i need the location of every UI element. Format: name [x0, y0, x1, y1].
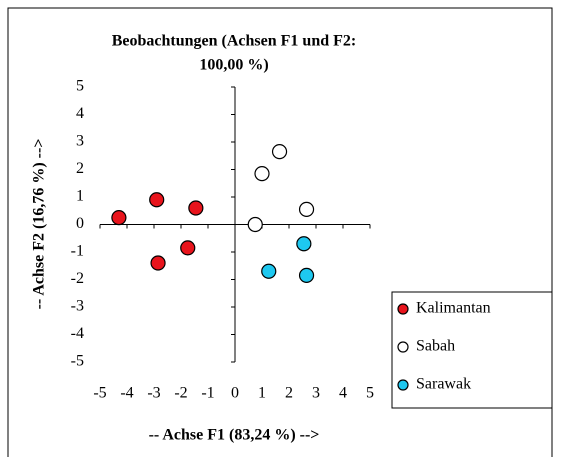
y-tick-label: -5 [71, 353, 84, 370]
legend-label: Sabah [416, 338, 455, 355]
point [261, 263, 277, 279]
y-tick-label: -1 [71, 243, 84, 260]
x-tick-label: -1 [201, 385, 214, 402]
y-tick-label: 2 [76, 160, 84, 177]
y-tick-label: 3 [76, 133, 84, 150]
point [180, 240, 196, 256]
point [149, 192, 165, 208]
x-tick-label: -5 [93, 385, 106, 402]
y-tick-label: 4 [76, 105, 84, 122]
y-tick-label: 5 [76, 78, 84, 95]
point [150, 255, 166, 271]
y-tick-label: 1 [76, 188, 84, 205]
point [296, 236, 312, 252]
x-tick-label: 2 [285, 385, 293, 402]
point [298, 201, 315, 217]
x-tick-label: 0 [231, 385, 239, 402]
y-tick-label: -2 [71, 270, 84, 287]
chart-title: 100,00 %) [199, 57, 268, 74]
x-tick-label: 4 [339, 385, 347, 402]
x-axis-label: -- Achse F1 (83,24 %) --> [149, 427, 320, 444]
legend-marker [397, 341, 409, 353]
point [247, 216, 263, 233]
legend-label: Sarawak [416, 376, 471, 393]
chart-border [7, 7, 553, 457]
legend-marker [397, 303, 409, 315]
y-tick-label: -4 [71, 325, 84, 342]
x-tick-label: 3 [312, 385, 320, 402]
y-tick-label: 0 [76, 215, 84, 232]
chart-title: Beobachtungen (Achsen F1 und F2: [112, 33, 356, 50]
legend-label: Kalimantan [416, 300, 491, 317]
x-tick-label: 1 [258, 385, 266, 402]
point [188, 200, 204, 216]
y-tick-label: -3 [71, 298, 84, 315]
x-tick-label: -4 [120, 385, 133, 402]
legend-marker [397, 379, 409, 391]
point [111, 210, 127, 226]
x-tick-label: -2 [174, 385, 187, 402]
y-axis-label: -- Achse F2 (16,76 %) --> [31, 139, 48, 310]
point [254, 166, 270, 182]
legend-box [391, 291, 553, 409]
x-tick-label: 5 [366, 385, 374, 402]
point [298, 267, 315, 283]
point [271, 144, 288, 160]
x-tick-label: -3 [147, 385, 160, 402]
